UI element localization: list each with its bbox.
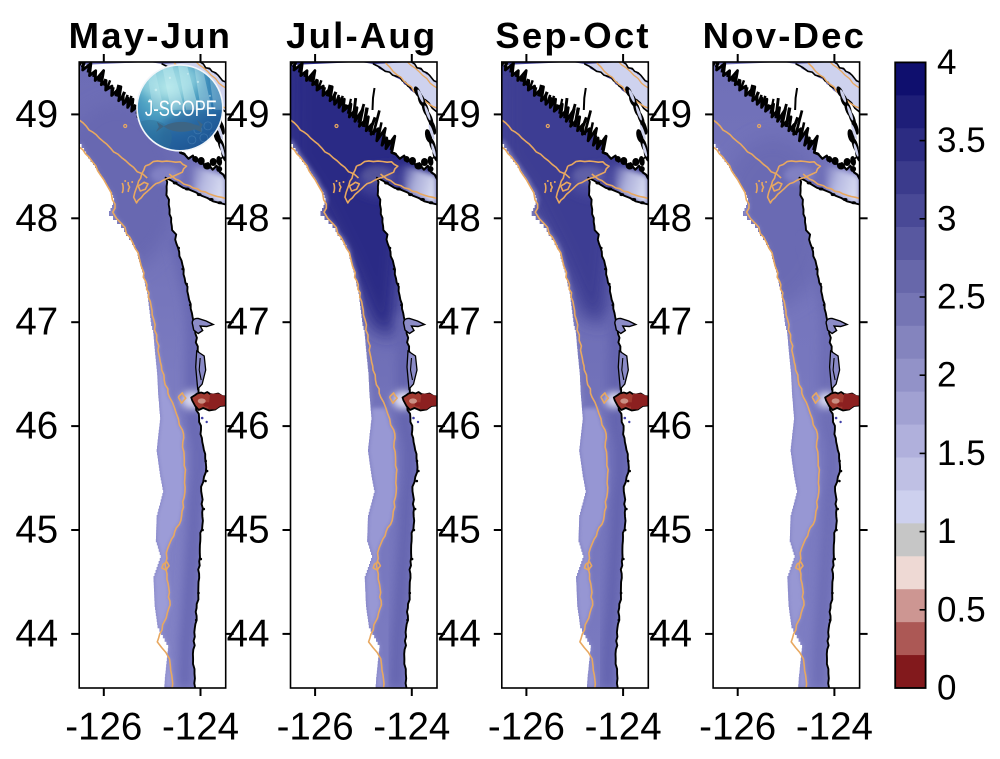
svg-text:-124: -124 (585, 706, 662, 749)
svg-text:49: 49 (15, 93, 58, 136)
svg-text:46: 46 (227, 405, 270, 448)
svg-text:48: 48 (649, 197, 692, 240)
svg-text:44: 44 (649, 612, 692, 655)
svg-text:Sep-Oct: Sep-Oct (495, 15, 650, 56)
svg-text:4: 4 (937, 43, 956, 82)
svg-text:48: 48 (227, 197, 270, 240)
svg-text:May-Jun: May-Jun (69, 15, 232, 56)
svg-text:45: 45 (227, 509, 270, 552)
svg-text:1: 1 (937, 512, 956, 551)
svg-text:-126: -126 (488, 706, 565, 749)
svg-text:J-SCOPE: J-SCOPE (145, 96, 217, 121)
svg-text:-124: -124 (373, 706, 450, 749)
svg-text:46: 46 (649, 405, 692, 448)
svg-text:49: 49 (438, 93, 481, 136)
svg-text:3: 3 (937, 199, 956, 238)
svg-text:49: 49 (649, 93, 692, 136)
svg-text:-126: -126 (699, 706, 776, 749)
svg-text:-126: -126 (277, 706, 354, 749)
svg-text:46: 46 (438, 405, 481, 448)
svg-text:45: 45 (15, 509, 58, 552)
svg-text:46: 46 (15, 405, 58, 448)
svg-text:47: 47 (227, 301, 270, 344)
svg-text:0.5: 0.5 (937, 590, 986, 629)
svg-text:47: 47 (15, 301, 58, 344)
svg-text:49: 49 (227, 93, 270, 136)
svg-text:48: 48 (15, 197, 58, 240)
svg-text:48: 48 (438, 197, 481, 240)
svg-text:Nov-Dec: Nov-Dec (703, 15, 866, 56)
svg-text:2: 2 (937, 356, 956, 395)
svg-text:-124: -124 (162, 706, 239, 749)
svg-text:1.5: 1.5 (937, 434, 986, 473)
svg-text:44: 44 (438, 612, 481, 655)
svg-text:-126: -126 (65, 706, 142, 749)
svg-text:0: 0 (937, 669, 956, 708)
svg-text:Jul-Aug: Jul-Aug (286, 15, 437, 56)
svg-text:3.5: 3.5 (937, 121, 986, 160)
svg-text:45: 45 (649, 509, 692, 552)
svg-text:2.5: 2.5 (937, 278, 986, 317)
svg-text:44: 44 (227, 612, 270, 655)
svg-text:47: 47 (438, 301, 481, 344)
svg-text:44: 44 (15, 612, 58, 655)
svg-text:45: 45 (438, 509, 481, 552)
svg-text:-124: -124 (796, 706, 873, 749)
svg-text:47: 47 (649, 301, 692, 344)
